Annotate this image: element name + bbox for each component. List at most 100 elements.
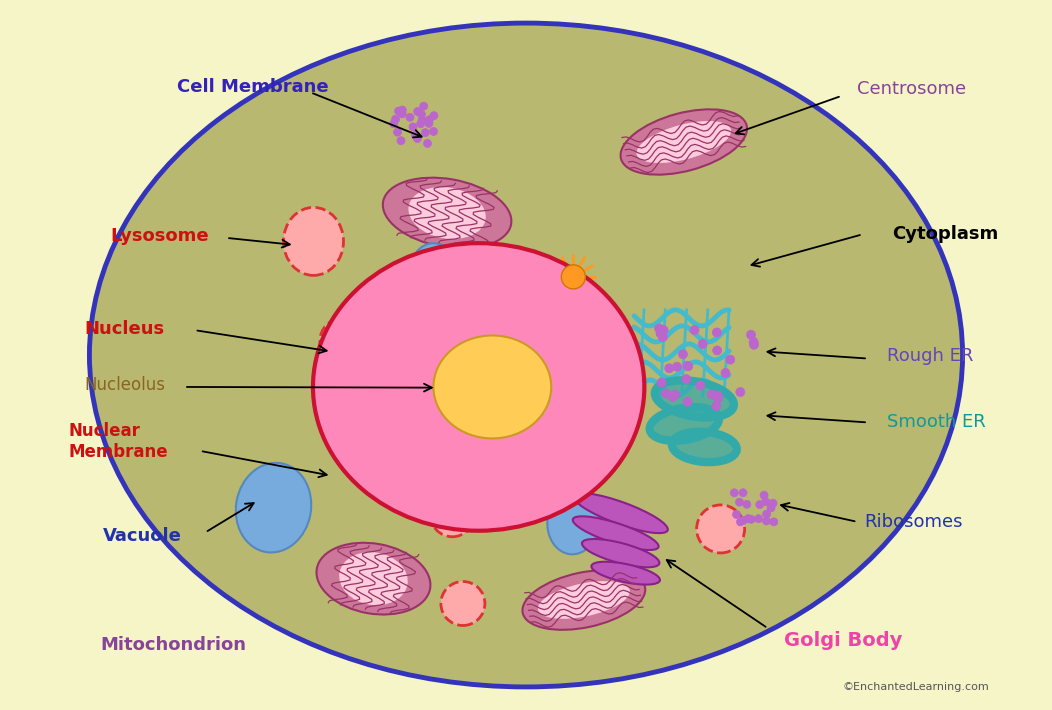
Circle shape <box>424 139 431 148</box>
Ellipse shape <box>572 516 659 550</box>
Ellipse shape <box>320 319 364 363</box>
Circle shape <box>712 346 722 355</box>
Circle shape <box>740 516 747 525</box>
Ellipse shape <box>672 434 732 460</box>
Circle shape <box>665 364 673 373</box>
Circle shape <box>420 102 428 110</box>
Ellipse shape <box>636 121 731 163</box>
Ellipse shape <box>383 178 511 248</box>
Circle shape <box>430 111 438 120</box>
Circle shape <box>712 328 722 337</box>
Circle shape <box>658 378 666 387</box>
Ellipse shape <box>582 539 660 567</box>
Circle shape <box>732 510 741 518</box>
Text: Centrosome: Centrosome <box>857 80 967 98</box>
Circle shape <box>749 337 758 346</box>
Circle shape <box>425 119 433 127</box>
Circle shape <box>762 498 770 506</box>
Text: Nucleolus: Nucleolus <box>84 376 165 394</box>
Circle shape <box>749 340 758 349</box>
Ellipse shape <box>621 109 747 175</box>
Circle shape <box>695 381 705 390</box>
Text: Smooth ER: Smooth ER <box>887 413 986 432</box>
Ellipse shape <box>654 409 719 439</box>
Circle shape <box>721 368 730 378</box>
Ellipse shape <box>346 415 390 459</box>
Ellipse shape <box>89 23 963 687</box>
Circle shape <box>770 518 777 526</box>
Circle shape <box>743 501 751 508</box>
Ellipse shape <box>433 335 551 438</box>
Circle shape <box>736 518 745 526</box>
Circle shape <box>735 388 745 397</box>
Circle shape <box>713 391 723 400</box>
Text: Ribosomes: Ribosomes <box>865 513 964 531</box>
Circle shape <box>562 265 585 289</box>
Circle shape <box>767 504 775 512</box>
Circle shape <box>411 131 420 139</box>
Ellipse shape <box>313 243 644 531</box>
Circle shape <box>418 110 425 119</box>
Circle shape <box>726 355 734 364</box>
Circle shape <box>747 515 755 523</box>
Circle shape <box>707 390 716 399</box>
Circle shape <box>413 135 422 143</box>
Text: Mitochondrion: Mitochondrion <box>100 635 246 654</box>
Circle shape <box>684 361 692 371</box>
Circle shape <box>389 120 398 128</box>
Circle shape <box>654 324 664 333</box>
Ellipse shape <box>696 505 745 553</box>
Circle shape <box>399 106 406 114</box>
Ellipse shape <box>441 581 485 626</box>
Circle shape <box>735 498 744 506</box>
Circle shape <box>421 129 429 136</box>
Ellipse shape <box>283 207 344 275</box>
Ellipse shape <box>430 493 474 537</box>
Circle shape <box>755 501 764 508</box>
Circle shape <box>668 393 677 401</box>
Circle shape <box>745 515 752 523</box>
Circle shape <box>406 114 414 121</box>
Text: Golgi Body: Golgi Body <box>784 631 903 650</box>
Circle shape <box>712 401 721 410</box>
Ellipse shape <box>591 562 660 584</box>
Circle shape <box>409 123 417 131</box>
Ellipse shape <box>523 570 645 630</box>
Circle shape <box>399 110 406 118</box>
Text: ©EnchantedLearning.com: ©EnchantedLearning.com <box>843 682 989 692</box>
Ellipse shape <box>658 383 731 415</box>
Text: Nucleus: Nucleus <box>84 320 164 339</box>
Circle shape <box>672 362 682 371</box>
Circle shape <box>394 107 403 115</box>
Circle shape <box>391 115 400 124</box>
Text: Nuclear
Membrane: Nuclear Membrane <box>68 422 168 461</box>
Circle shape <box>662 389 670 398</box>
Text: Cytoplasm: Cytoplasm <box>892 225 998 244</box>
Circle shape <box>425 116 433 124</box>
Circle shape <box>730 488 739 497</box>
Ellipse shape <box>409 244 464 317</box>
Circle shape <box>683 361 692 371</box>
Circle shape <box>740 488 747 497</box>
Circle shape <box>683 397 692 406</box>
Circle shape <box>418 116 426 124</box>
Text: Vacuole: Vacuole <box>103 527 182 545</box>
Ellipse shape <box>339 552 408 605</box>
Ellipse shape <box>408 187 486 239</box>
Circle shape <box>679 350 687 359</box>
Text: Rough ER: Rough ER <box>887 347 973 366</box>
Circle shape <box>690 326 699 334</box>
Circle shape <box>429 128 438 136</box>
Circle shape <box>417 120 425 128</box>
Circle shape <box>656 329 665 338</box>
Circle shape <box>769 499 777 507</box>
Ellipse shape <box>547 489 600 555</box>
Circle shape <box>682 375 691 383</box>
Circle shape <box>397 137 405 145</box>
Circle shape <box>747 330 755 339</box>
Ellipse shape <box>317 542 430 615</box>
Circle shape <box>763 517 770 525</box>
Circle shape <box>754 515 763 523</box>
Ellipse shape <box>236 463 311 552</box>
Circle shape <box>699 339 707 349</box>
